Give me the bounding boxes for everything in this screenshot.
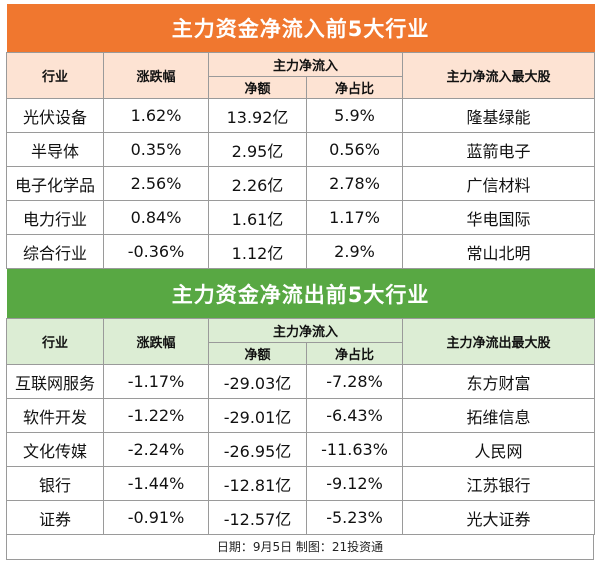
inflow-cell-top-stock: 常山北明 xyxy=(401,234,596,269)
inflow-cell-net: 1.61亿 xyxy=(208,200,307,235)
inflow-cell-top-stock: 隆基绿能 xyxy=(401,98,596,133)
inflow-cell-top-stock: 华电国际 xyxy=(401,200,596,235)
outflow-cell-ratio: -7.28% xyxy=(306,364,403,399)
outflow-cell-change: -1.44% xyxy=(103,466,209,501)
inflow-cell-industry: 光伏设备 xyxy=(6,98,104,133)
outflow-cell-change: -0.91% xyxy=(103,500,209,535)
outflow-cell-ratio: -9.12% xyxy=(306,466,403,501)
inflow-cell-net: 13.92亿 xyxy=(208,98,307,133)
outflow-cell-net: -26.95亿 xyxy=(208,432,307,467)
inflow-cell-change: 0.35% xyxy=(103,132,209,167)
tables-figure: 主力资金净流入前5大行业 行业 涨跌幅 主力净流入 主力净流入最大股 净额 净占… xyxy=(6,4,596,560)
outflow-cell-ratio: -11.63% xyxy=(306,432,403,467)
inflow-cell-top-stock: 蓝箭电子 xyxy=(401,132,596,167)
inflow-title: 主力资金净流入前5大行业 xyxy=(6,4,595,53)
outflow-title: 主力资金净流出前5大行业 xyxy=(6,269,595,319)
inflow-cell-ratio: 2.78% xyxy=(306,166,403,201)
table-row: 半导体 0.35% 2.95亿 0.56% 蓝箭电子 xyxy=(6,132,596,167)
table-row: 文化传媒 -2.24% -26.95亿 -11.63% 人民网 xyxy=(6,432,596,467)
outflow-cell-change: -1.17% xyxy=(103,364,209,399)
table-row: 综合行业 -0.36% 1.12亿 2.9% 常山北明 xyxy=(6,234,596,269)
inflow-cell-industry: 电子化学品 xyxy=(6,166,104,201)
outflow-header-top-stock: 主力净流出最大股 xyxy=(401,318,596,365)
outflow-header-group: 主力净流入 xyxy=(208,318,403,343)
outflow-cell-top-stock: 江苏银行 xyxy=(401,466,596,501)
outflow-cell-top-stock: 拓维信息 xyxy=(401,398,596,433)
footer-caption: 日期：9月5日 制图：21投资通 xyxy=(6,535,594,560)
outflow-header-industry: 行业 xyxy=(6,318,104,365)
outflow-cell-industry: 文化传媒 xyxy=(6,432,104,467)
table-row: 软件开发 -1.22% -29.01亿 -6.43% 拓维信息 xyxy=(6,398,596,433)
inflow-header-industry: 行业 xyxy=(6,52,104,99)
inflow-cell-ratio: 2.9% xyxy=(306,234,403,269)
outflow-header-net: 净额 xyxy=(208,342,307,365)
outflow-cell-change: -1.22% xyxy=(103,398,209,433)
outflow-cell-ratio: -6.43% xyxy=(306,398,403,433)
inflow-cell-industry: 电力行业 xyxy=(6,200,104,235)
inflow-cell-net: 2.95亿 xyxy=(208,132,307,167)
table-row: 证券 -0.91% -12.57亿 -5.23% 光大证券 xyxy=(6,500,596,535)
inflow-header-net: 净额 xyxy=(208,76,307,99)
inflow-header-change: 涨跌幅 xyxy=(103,52,209,99)
inflow-header-ratio: 净占比 xyxy=(306,76,403,99)
table-row: 互联网服务 -1.17% -29.03亿 -7.28% 东方财富 xyxy=(6,364,596,399)
inflow-cell-ratio: 0.56% xyxy=(306,132,403,167)
outflow-cell-top-stock: 人民网 xyxy=(401,432,596,467)
inflow-cell-industry: 半导体 xyxy=(6,132,104,167)
outflow-header-ratio: 净占比 xyxy=(306,342,403,365)
inflow-cell-net: 1.12亿 xyxy=(208,234,307,269)
inflow-table: 主力资金净流入前5大行业 行业 涨跌幅 主力净流入 主力净流入最大股 净额 净占… xyxy=(6,4,596,269)
outflow-cell-top-stock: 东方财富 xyxy=(401,364,596,399)
outflow-cell-industry: 证券 xyxy=(6,500,104,535)
inflow-cell-change: -0.36% xyxy=(103,234,209,269)
outflow-cell-net: -12.57亿 xyxy=(208,500,307,535)
inflow-header-group: 主力净流入 xyxy=(208,52,403,77)
outflow-cell-ratio: -5.23% xyxy=(306,500,403,535)
inflow-cell-change: 0.84% xyxy=(103,200,209,235)
outflow-cell-industry: 银行 xyxy=(6,466,104,501)
table-row: 电子化学品 2.56% 2.26亿 2.78% 广信材料 xyxy=(6,166,596,201)
inflow-cell-industry: 综合行业 xyxy=(6,234,104,269)
outflow-cell-change: -2.24% xyxy=(103,432,209,467)
outflow-header-change: 涨跌幅 xyxy=(103,318,209,365)
outflow-cell-net: -12.81亿 xyxy=(208,466,307,501)
outflow-cell-top-stock: 光大证券 xyxy=(401,500,596,535)
outflow-cell-industry: 互联网服务 xyxy=(6,364,104,399)
outflow-cell-net: -29.01亿 xyxy=(208,398,307,433)
table-row: 光伏设备 1.62% 13.92亿 5.9% 隆基绿能 xyxy=(6,98,596,133)
inflow-cell-net: 2.26亿 xyxy=(208,166,307,201)
outflow-table: 主力资金净流出前5大行业 行业 涨跌幅 主力净流入 主力净流出最大股 净额 净占… xyxy=(6,269,596,535)
inflow-header-top-stock: 主力净流入最大股 xyxy=(401,52,596,99)
inflow-cell-ratio: 5.9% xyxy=(306,98,403,133)
inflow-cell-change: 2.56% xyxy=(103,166,209,201)
inflow-cell-change: 1.62% xyxy=(103,98,209,133)
outflow-cell-industry: 软件开发 xyxy=(6,398,104,433)
table-row: 银行 -1.44% -12.81亿 -9.12% 江苏银行 xyxy=(6,466,596,501)
inflow-cell-top-stock: 广信材料 xyxy=(401,166,596,201)
inflow-cell-ratio: 1.17% xyxy=(306,200,403,235)
outflow-cell-net: -29.03亿 xyxy=(208,364,307,399)
table-row: 电力行业 0.84% 1.61亿 1.17% 华电国际 xyxy=(6,200,596,235)
